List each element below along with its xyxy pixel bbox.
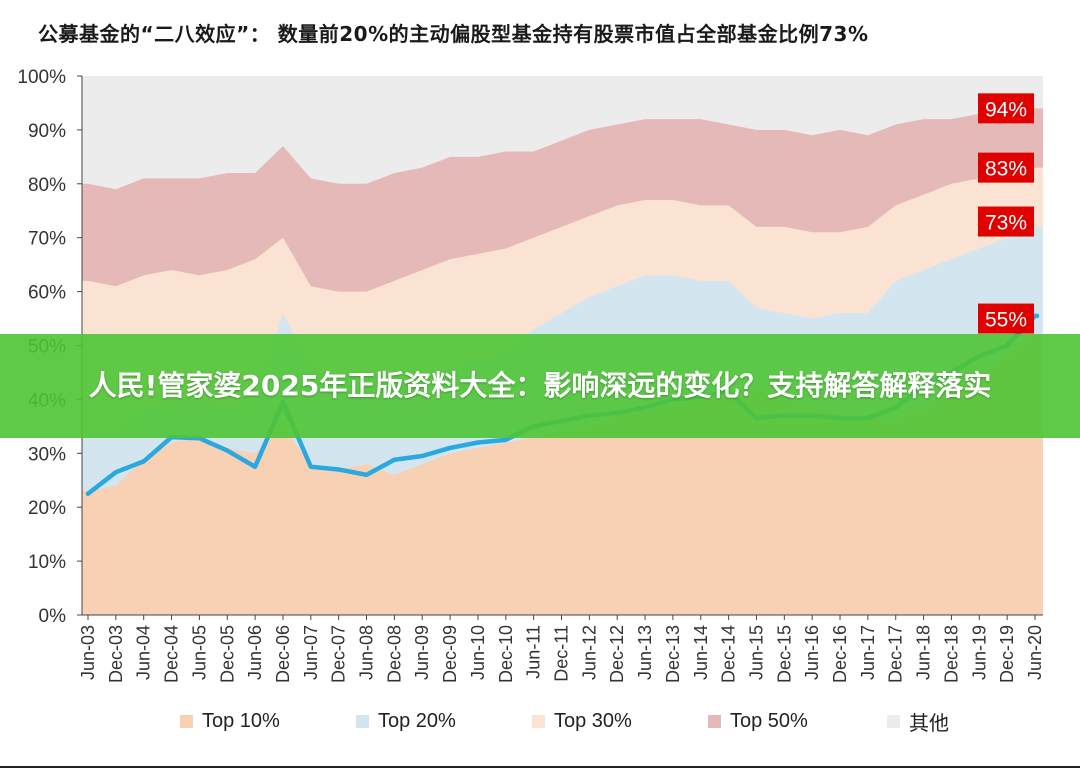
y-tick-label: 90% (28, 121, 66, 142)
chart-legend: Top 10% Top 20% Top 30% Top 50% 其他 (0, 706, 1080, 736)
x-tick-label: Jun-09 (412, 625, 432, 680)
callout-2: 73% (978, 206, 1034, 237)
callout-box (978, 303, 1034, 334)
area-top10 (82, 334, 1043, 615)
x-tick-label: Jun-05 (189, 625, 209, 680)
x-tick-label: Dec-19 (997, 625, 1017, 683)
x-tick-label: Dec-12 (607, 625, 627, 683)
x-tick-label: Dec-11 (552, 625, 572, 682)
legend-item: Top 20% (356, 706, 456, 736)
x-tick-label: Jun-11 (524, 625, 544, 679)
x-tick-label: Jun-03 (78, 625, 98, 680)
promo-banner-text: 人民!管家婆2025年正版资料大全：影响深远的变化？支持解答解释落实 (88, 369, 992, 402)
x-tick-label: Dec-04 (162, 625, 182, 683)
legend-label: 其他 (909, 712, 949, 735)
x-tick-label: Dec-15 (774, 625, 794, 683)
x-tick-label: Jun-13 (635, 625, 655, 680)
x-tick-label: Jun-07 (301, 625, 321, 680)
x-tick-label: Jun-10 (468, 625, 488, 680)
y-tick-label: 20% (28, 498, 66, 519)
legend-label: Top 30% (554, 709, 632, 732)
x-tick-label: Jun-04 (134, 625, 154, 680)
y-tick-label: 30% (28, 444, 66, 465)
callout-label: 73% (985, 212, 1027, 235)
x-tick-label: Jun-17 (858, 625, 878, 680)
legend-item: Top 30% (532, 706, 632, 736)
x-tick-label: Jun-18 (914, 625, 934, 680)
x-tick-label: Dec-08 (384, 625, 404, 683)
legend-label: Top 50% (730, 709, 808, 732)
callout-box (978, 152, 1034, 183)
callout-label: 94% (985, 98, 1027, 121)
callout-label: 83% (985, 158, 1027, 181)
x-tick-label: Dec-16 (830, 625, 850, 683)
x-tick-label: Dec-03 (106, 625, 126, 683)
x-tick-label: Dec-17 (886, 625, 906, 683)
x-tick-label: Dec-10 (496, 625, 516, 683)
value-callouts: 94% 83% 73% 55% (978, 93, 1034, 334)
y-tick-label: 70% (28, 229, 66, 250)
legend-swatch (356, 714, 369, 728)
axes: 0%10%20%30%40%50%60%70%80%90%100%Jun-03D… (17, 67, 1045, 683)
x-tick-label: Jun-20 (1025, 625, 1045, 680)
y-tick-label: 10% (28, 552, 66, 573)
legend-swatch (887, 714, 900, 728)
x-tick-label: Jun-08 (357, 625, 377, 680)
legend-label: Top 10% (202, 709, 280, 732)
y-tick-label: 0% (39, 606, 67, 627)
callout-0: 94% (978, 93, 1034, 124)
promo-banner[interactable]: 人民!管家婆2025年正版资料大全：影响深远的变化？支持解答解释落实 (0, 334, 1080, 438)
y-tick-label: 80% (28, 175, 66, 196)
callout-box (978, 93, 1034, 124)
legend-label: Top 20% (378, 709, 456, 732)
x-tick-label: Jun-15 (746, 625, 766, 680)
callout-3: 55% (978, 303, 1034, 334)
bottom-divider (0, 766, 1080, 768)
y-tick-label: 60% (28, 283, 66, 304)
legend-swatch (708, 714, 721, 728)
callout-1: 83% (978, 152, 1034, 183)
x-tick-label: Dec-05 (217, 625, 237, 683)
x-tick-label: Jun-06 (245, 625, 265, 680)
legend-swatch (180, 714, 193, 728)
callout-box (978, 206, 1034, 237)
x-tick-label: Jun-16 (802, 625, 822, 680)
x-tick-label: Dec-18 (941, 625, 961, 683)
legend-item: Top 10% (180, 706, 280, 736)
x-tick-label: Jun-14 (691, 625, 711, 680)
legend-item: Top 50% (708, 706, 808, 736)
x-tick-label: Dec-13 (663, 625, 683, 683)
legend-item: 其他 (887, 706, 949, 736)
x-tick-label: Jun-19 (969, 625, 989, 680)
x-tick-label: Dec-14 (719, 625, 739, 683)
x-tick-label: Dec-09 (440, 625, 460, 683)
x-tick-label: Jun-12 (579, 625, 599, 680)
legend-swatch (532, 714, 545, 728)
x-tick-label: Dec-06 (273, 625, 293, 683)
chart-title: 公募基金的“二八效应”： 数量前20%的主动偏股型基金持有股票市值占全部基金比例… (38, 22, 869, 46)
y-tick-label: 100% (17, 67, 66, 88)
x-tick-label: Dec-07 (329, 625, 349, 683)
callout-label: 55% (985, 309, 1027, 332)
